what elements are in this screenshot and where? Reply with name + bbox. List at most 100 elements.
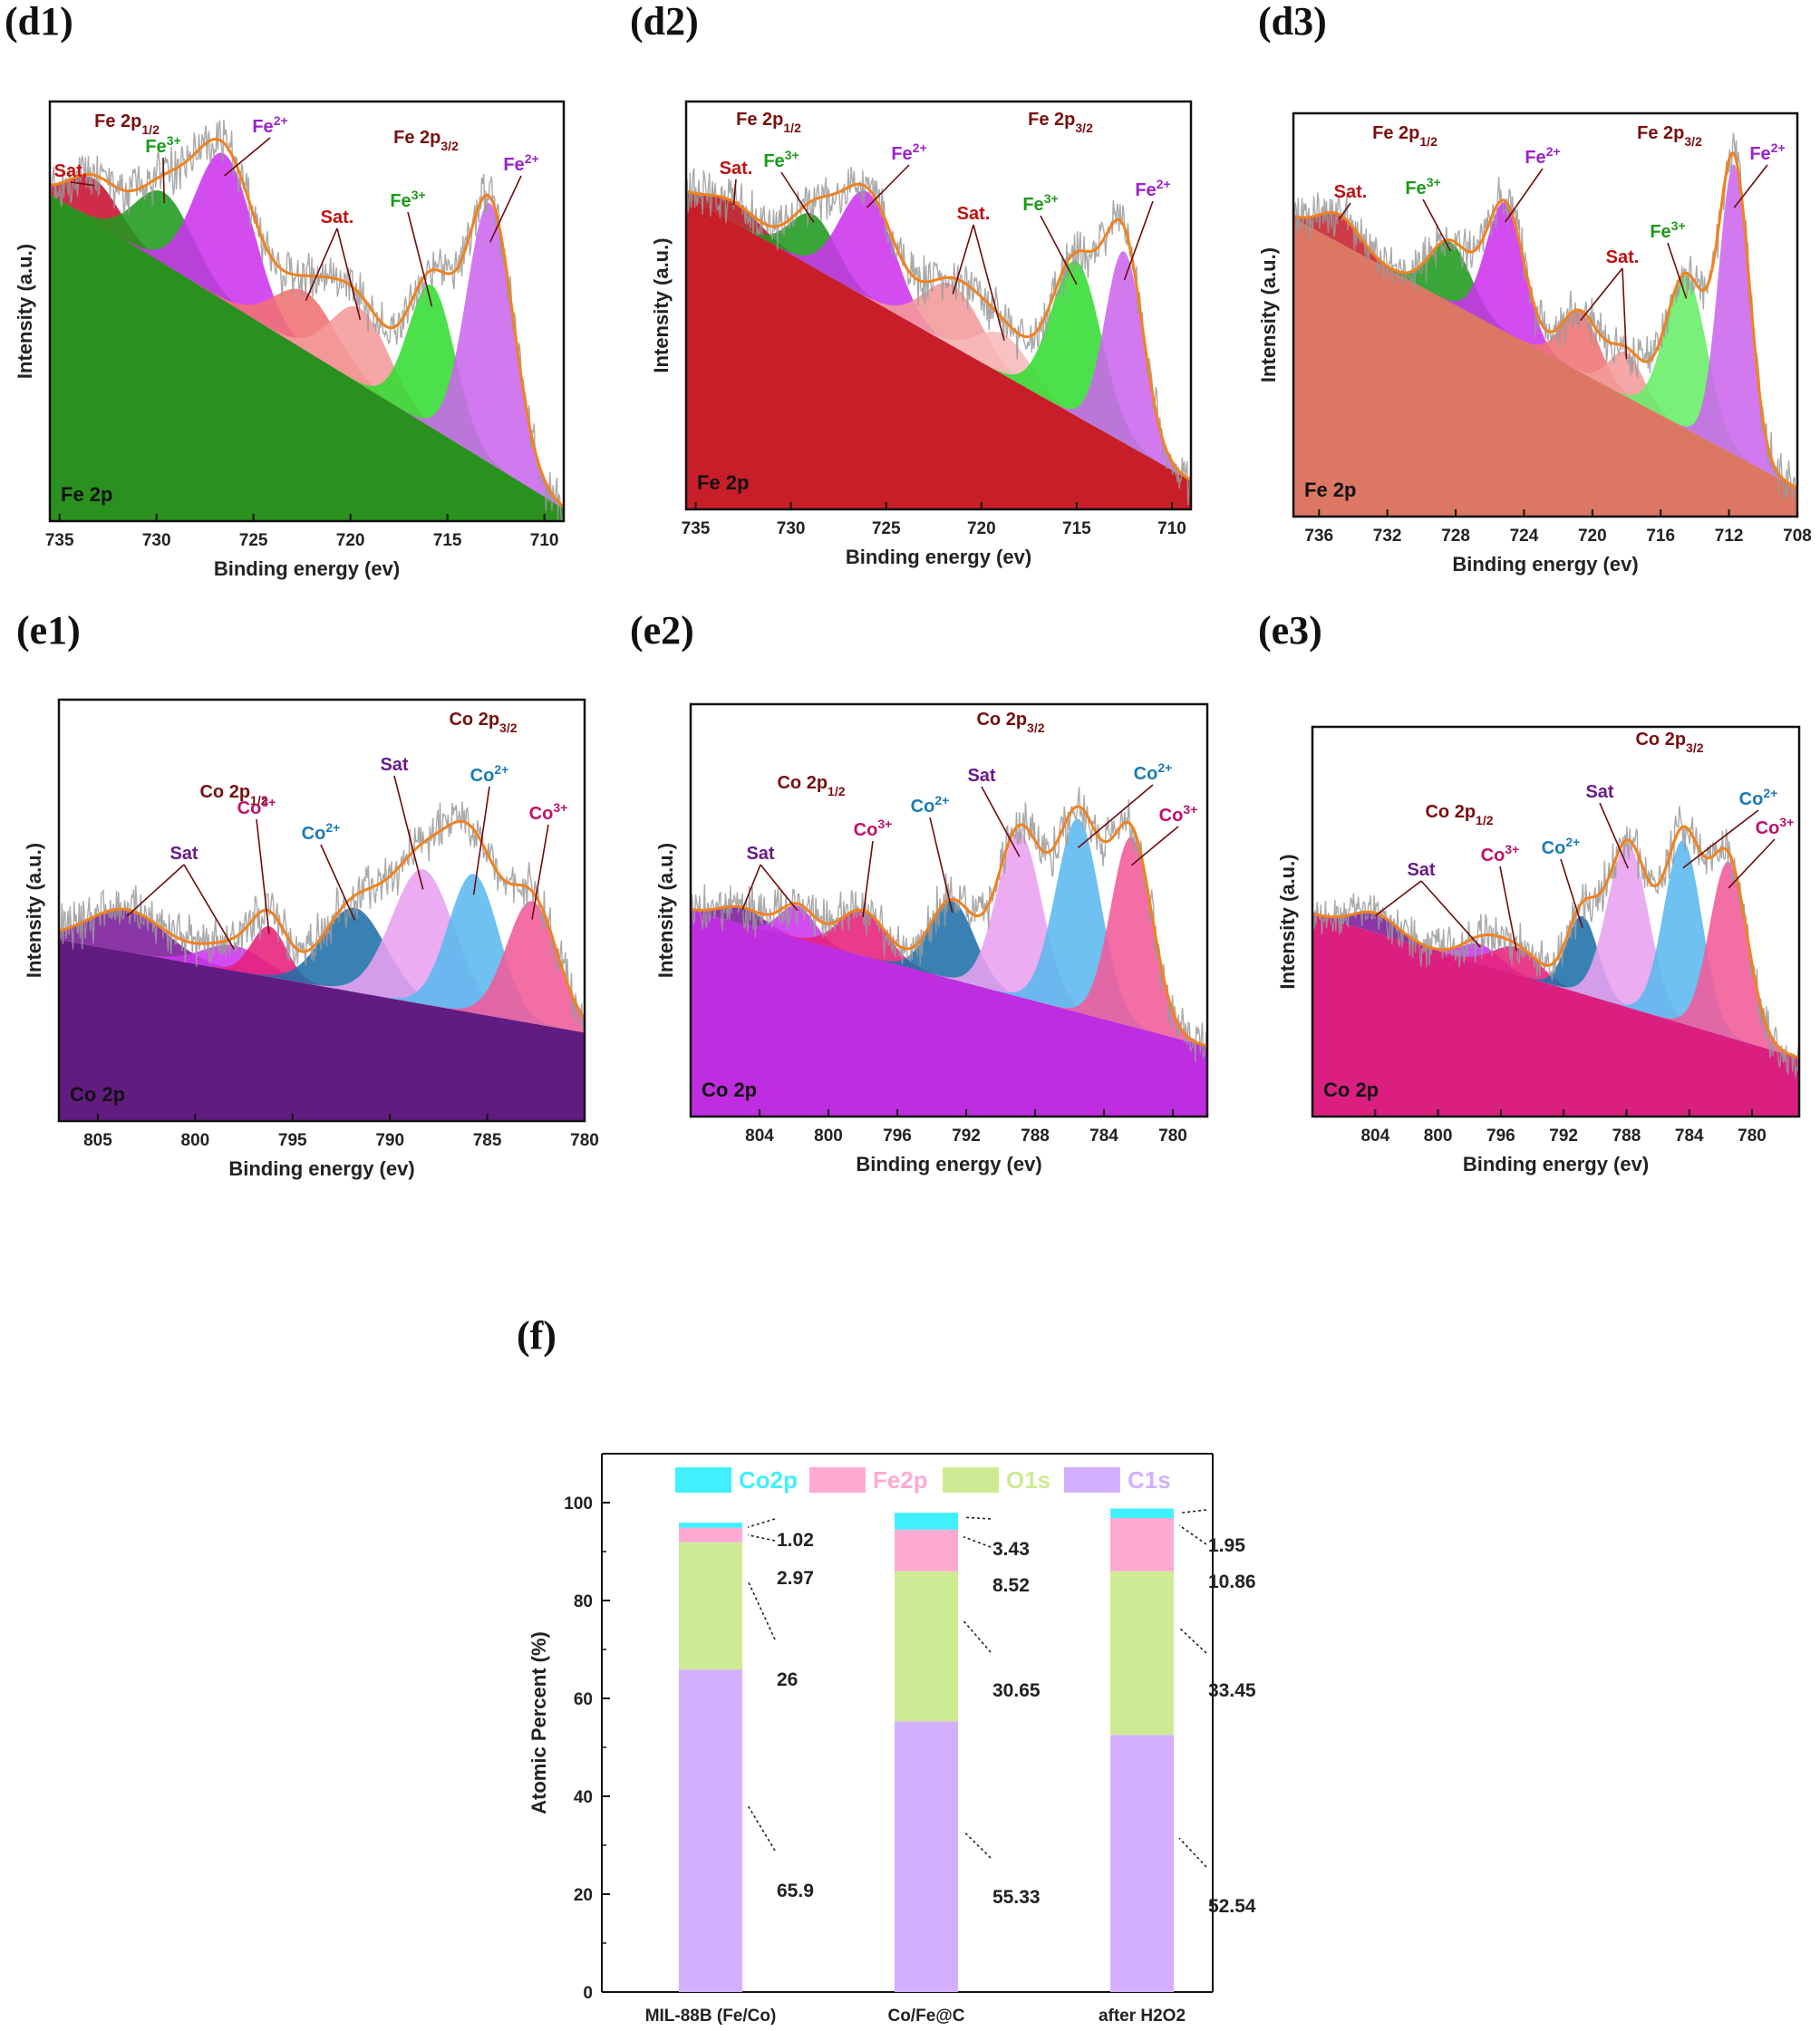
peak-pointer-7 [1123, 200, 1154, 281]
orbital-label-1: Co 2p1/2 [199, 782, 267, 808]
peak-label-7: Fe2+ [503, 151, 538, 175]
peak-pointer-4 [1560, 858, 1583, 928]
bar-c1s-2 [895, 1721, 958, 1992]
peak-7 [686, 195, 1191, 481]
peak-pointer-2 [760, 864, 799, 912]
y-tick-label-2: 20 [574, 1886, 593, 1905]
peak-4 [691, 900, 1207, 1047]
plot-frame [689, 702, 1209, 1118]
x-tick-label-3: after H2O2 [1099, 2007, 1186, 2026]
peak-label-1: Sat [169, 844, 198, 864]
peak-label-6: Fe3+ [1022, 191, 1058, 215]
legend-label-c1s: C1s [1128, 1466, 1171, 1494]
x-tick-label-3: 728 [1441, 527, 1470, 546]
peak-pointer-3 [1499, 866, 1517, 952]
peak-label-7: Fe2+ [1749, 140, 1785, 164]
peak-pointer-1 [70, 181, 95, 187]
y-axis-title: Intensity (a.u.) [650, 237, 673, 372]
peak-4 [59, 907, 585, 1033]
value-pointer [747, 1580, 776, 1640]
plot-area [1312, 806, 1799, 1117]
y-axis-title: Intensity (a.u.) [23, 843, 45, 978]
raw-data-line [50, 119, 564, 521]
corner-label: Co 2p [70, 1083, 125, 1106]
peak-pointer-4 [305, 227, 338, 302]
panel-label: (e2) [630, 608, 694, 653]
background-region [59, 940, 585, 1121]
x-tick-label-4: 790 [375, 1131, 404, 1150]
x-tick-label-5: 715 [1062, 519, 1091, 538]
corner-label: Fe 2p [697, 471, 749, 494]
envelope-line [686, 182, 1191, 482]
x-tick-label-3: 725 [872, 519, 901, 538]
peak-3 [691, 910, 1207, 1047]
peak-label-7: Fe2+ [1135, 177, 1170, 200]
value-label-fe2p-1: 2.97 [777, 1568, 814, 1589]
x-tick-label-3: 796 [1486, 1127, 1515, 1146]
peak-pointer-6 [407, 211, 433, 307]
legend-label-fe2p: Fe2p [873, 1466, 928, 1494]
x-tick-label-2: 800 [814, 1127, 843, 1146]
orbital-label-2: Fe 2p3/2 [393, 128, 459, 153]
peak-6 [59, 874, 585, 1033]
bar-chart-f: (f) 0 20 40 60 80 100 Atomic Percent (%) Co2p Fe2… [517, 1313, 1256, 2026]
peak-pointer-6 [1040, 215, 1078, 285]
peak-pointer-6 [1077, 784, 1154, 848]
peak-1 [1293, 212, 1797, 488]
plot-area [686, 167, 1191, 509]
peak-label-6: Co2+ [1739, 786, 1778, 809]
value-label-fe2p-3: 10.86 [1208, 1572, 1256, 1592]
corner-label: Fe 2p [1304, 479, 1356, 501]
xps-panel-d2: 735 730 725 720 715 710 Binding energy (ev) Int… [630, 0, 1193, 568]
peak-label-4: Sat. [957, 204, 991, 224]
x-tick-label-7: 780 [1158, 1127, 1187, 1146]
peak-pointer-2 [780, 171, 815, 223]
peak-pointer-1 [1374, 880, 1422, 917]
panel-label: (f) [517, 1313, 557, 1358]
peak-pointer-3 [256, 818, 270, 934]
value-label-co2p-3: 1.95 [1208, 1535, 1245, 1556]
x-tick-label-1: 735 [45, 531, 74, 550]
peak-5 [686, 195, 1191, 481]
x-tick-label-4: 792 [1549, 1127, 1578, 1146]
plot-frame [57, 698, 586, 1123]
x-axis: 736 732 728 724 720 716 712 708 [1304, 509, 1812, 546]
peak-pointer-7 [531, 824, 549, 920]
x-tick-label-4: 792 [952, 1127, 981, 1146]
peak-label-3: Fe2+ [1525, 144, 1560, 168]
xps-panel-d3: 736 732 728 724 720 716 712 708 Binding energy (… [1257, 0, 1812, 575]
x-tick-label-4: 724 [1510, 527, 1539, 546]
x-axis: 804 800 796 792 788 784 780 [745, 1109, 1187, 1146]
x-tick-label-1: MIL-88B (Fe/Co) [645, 2007, 777, 2026]
orbital-label-1: Fe 2p1/2 [1372, 123, 1438, 149]
peak-label-7: Co3+ [1159, 802, 1198, 826]
x-axis-title: Binding energy (ev) [228, 1157, 414, 1180]
bar-o1s-2 [895, 1571, 958, 1722]
y-tick-label-6: 100 [564, 1494, 593, 1514]
value-label-co2p-2: 3.43 [992, 1539, 1030, 1560]
x-tick-label-4: 720 [336, 531, 365, 550]
y-tick-label-4: 60 [574, 1690, 593, 1709]
peak-5 [50, 193, 564, 509]
peak-label-5: Sat [967, 766, 995, 786]
envelope-line [59, 819, 585, 1020]
background-region [691, 910, 1207, 1117]
x-tick-label-6: 784 [1089, 1127, 1118, 1146]
bar-c1s-1 [679, 1669, 742, 1992]
x-tick-label-3: 795 [278, 1131, 307, 1150]
x-tick-label-5: 788 [1021, 1127, 1050, 1146]
value-label-o1s-3: 33.45 [1208, 1680, 1256, 1701]
x-tick-label-5: 715 [433, 531, 462, 550]
value-pointer [747, 1518, 776, 1528]
orbital-label-2: Co 2p3/2 [449, 710, 517, 735]
value-pointer [1178, 1627, 1207, 1654]
peak-pointer-3 [866, 164, 910, 208]
x-axis-title: Binding energy (ev) [214, 557, 400, 580]
panel-label: (e3) [1258, 608, 1322, 653]
legend-swatch-o1s [943, 1467, 999, 1493]
peak-pointer-4 [1580, 267, 1623, 322]
peak-pointer-2 [183, 864, 236, 950]
corner-label: Fe 2p [61, 483, 112, 506]
x-tick-label-6: 710 [530, 531, 559, 550]
peak-pointer-4 [952, 224, 974, 295]
